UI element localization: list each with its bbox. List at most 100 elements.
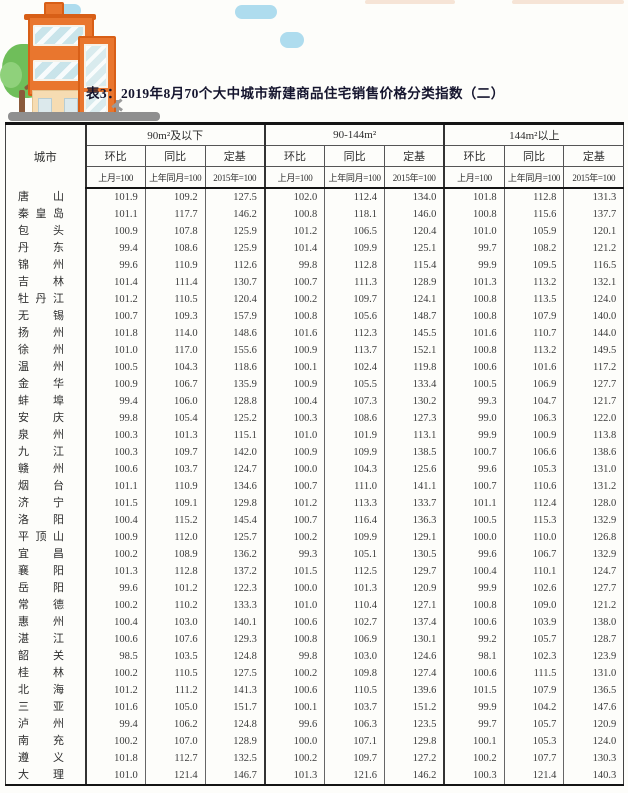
index-value: 100.9 bbox=[263, 376, 325, 393]
index-value: 130.3 bbox=[563, 750, 624, 767]
index-value: 101.1 bbox=[443, 495, 505, 512]
index-value: 115.4 bbox=[384, 257, 445, 274]
city-name-label: 北海 bbox=[18, 684, 64, 696]
table-row: 洛阳 100.4 115.2 145.4 100.7 116.4 136.3 100.5 115… bbox=[6, 512, 624, 529]
table-row: 赣州 100.6 103.7 124.7 100.0 104.3 125.6 99.6 105.… bbox=[6, 461, 624, 478]
index-value: 146.2 bbox=[384, 767, 445, 786]
index-value: 101.6 bbox=[263, 325, 325, 342]
index-value: 100.5 bbox=[443, 512, 505, 529]
index-value: 100.3 bbox=[84, 427, 146, 444]
table-row: 唐山 101.9 109.2 127.5 102.0 112.4 134.0 101.8 112… bbox=[6, 188, 624, 206]
price-index-table: 城市 90m²及以下 90-144m² 144m²以上 环比 同比 定基 环比 … bbox=[5, 122, 625, 786]
city-name-label: 烟台 bbox=[18, 480, 64, 492]
index-value: 148.6 bbox=[204, 325, 265, 342]
index-value: 114.0 bbox=[144, 325, 206, 342]
index-value: 99.4 bbox=[84, 393, 146, 410]
index-value: 109.8 bbox=[324, 665, 385, 682]
index-value: 124.0 bbox=[563, 733, 624, 750]
index-value: 101.9 bbox=[324, 427, 385, 444]
index-value: 98.5 bbox=[84, 648, 146, 665]
index-value: 100.8 bbox=[443, 308, 505, 325]
index-value: 100.1 bbox=[443, 733, 505, 750]
base-header-prev-month: 上月=100 bbox=[263, 166, 325, 189]
index-value: 100.0 bbox=[263, 580, 325, 597]
index-value: 120.9 bbox=[563, 716, 624, 733]
index-value: 100.9 bbox=[84, 376, 146, 393]
index-value: 112.3 bbox=[324, 325, 385, 342]
table-row: 济宁 101.5 109.1 129.8 101.2 113.3 133.7 101.1 112… bbox=[6, 495, 624, 512]
index-value: 124.8 bbox=[204, 648, 265, 665]
index-value: 99.3 bbox=[443, 393, 505, 410]
index-value: 127.7 bbox=[563, 580, 624, 597]
index-value: 101.0 bbox=[263, 597, 325, 614]
table-row: 湛江 100.6 107.6 129.3 100.8 106.9 130.1 99.2 105.… bbox=[6, 631, 624, 648]
city-name-label: 韶关 bbox=[18, 650, 64, 662]
index-value: 100.2 bbox=[263, 529, 325, 546]
table-row: 温州 100.5 104.3 118.6 100.1 102.4 119.8 100.6 101… bbox=[6, 359, 624, 376]
index-value: 105.3 bbox=[503, 733, 564, 750]
index-value: 138.6 bbox=[563, 444, 624, 461]
city-name-label: 安庆 bbox=[18, 412, 64, 424]
index-value: 100.0 bbox=[263, 461, 325, 478]
index-value: 125.7 bbox=[204, 529, 265, 546]
index-value: 100.9 bbox=[84, 529, 146, 546]
index-value: 100.7 bbox=[443, 478, 505, 495]
index-value: 105.9 bbox=[503, 223, 564, 240]
table-row: 常德 100.2 110.2 133.3 101.0 110.4 127.1 100.8 109… bbox=[6, 597, 624, 614]
index-value: 110.0 bbox=[503, 529, 564, 546]
city-name: 徐州 bbox=[6, 342, 86, 359]
index-value: 101.8 bbox=[443, 188, 505, 206]
index-value: 117.0 bbox=[144, 342, 206, 359]
city-name: 无锡 bbox=[6, 308, 86, 325]
index-value: 110.4 bbox=[324, 597, 385, 614]
index-value: 112.8 bbox=[144, 563, 206, 580]
table-row: 金华 100.9 106.7 135.9 100.9 105.5 133.4 100.5 106… bbox=[6, 376, 624, 393]
index-value: 110.9 bbox=[144, 478, 206, 495]
group-header-90-below: 90m²及以下 bbox=[84, 122, 265, 146]
index-value: 107.8 bbox=[144, 223, 206, 240]
index-value: 113.2 bbox=[503, 342, 564, 359]
city-name: 温州 bbox=[6, 359, 86, 376]
city-name-label: 扬州 bbox=[18, 327, 64, 339]
index-value: 130.7 bbox=[204, 274, 265, 291]
index-value: 100.9 bbox=[263, 444, 325, 461]
index-value: 111.5 bbox=[503, 665, 564, 682]
index-value: 99.8 bbox=[263, 648, 325, 665]
index-value: 124.7 bbox=[563, 563, 624, 580]
city-name: 扬州 bbox=[6, 325, 86, 342]
city-name-label: 南充 bbox=[18, 735, 64, 747]
index-value: 107.9 bbox=[503, 682, 564, 699]
index-value: 125.9 bbox=[204, 223, 265, 240]
table-row: 扬州 101.8 114.0 148.6 101.6 112.3 145.5 101.6 110… bbox=[6, 325, 624, 342]
table-row: 平顶山 100.9 112.0 125.7 100.2 109.9 129.1 100.0 11… bbox=[6, 529, 624, 546]
index-value: 100.2 bbox=[84, 597, 146, 614]
city-name: 宜昌 bbox=[6, 546, 86, 563]
index-value: 100.1 bbox=[263, 359, 325, 376]
index-value: 100.2 bbox=[263, 665, 325, 682]
index-value: 110.6 bbox=[503, 478, 564, 495]
index-value: 107.0 bbox=[144, 733, 206, 750]
index-value: 129.8 bbox=[204, 495, 265, 512]
index-value: 113.1 bbox=[384, 427, 445, 444]
index-value: 129.8 bbox=[384, 733, 445, 750]
index-value: 121.4 bbox=[144, 767, 206, 786]
table-body: 唐山 101.9 109.2 127.5 102.0 112.4 134.0 101.8 112… bbox=[5, 188, 624, 786]
city-name: 烟台 bbox=[6, 478, 86, 495]
index-value: 102.0 bbox=[263, 188, 325, 206]
index-value: 123.9 bbox=[563, 648, 624, 665]
index-value: 109.0 bbox=[503, 597, 564, 614]
index-value: 103.9 bbox=[503, 614, 564, 631]
index-value: 101.2 bbox=[263, 495, 325, 512]
index-value: 100.2 bbox=[443, 750, 505, 767]
index-value: 118.6 bbox=[204, 359, 265, 376]
index-value: 140.3 bbox=[563, 767, 624, 786]
index-value: 111.2 bbox=[144, 682, 206, 699]
index-value: 145.5 bbox=[384, 325, 445, 342]
index-value: 99.7 bbox=[443, 716, 505, 733]
index-value: 102.4 bbox=[324, 359, 385, 376]
index-value: 116.5 bbox=[563, 257, 624, 274]
sub-header-mom: 环比 bbox=[443, 145, 505, 167]
sub-header-yoy: 同比 bbox=[324, 145, 385, 167]
index-value: 125.2 bbox=[204, 410, 265, 427]
index-value: 103.5 bbox=[144, 648, 206, 665]
